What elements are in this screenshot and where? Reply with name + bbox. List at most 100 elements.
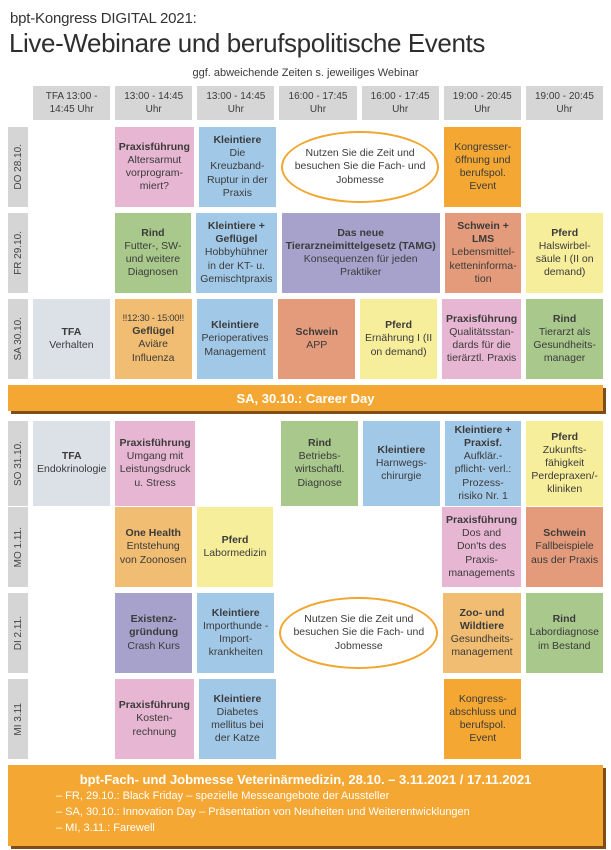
event-cell: Praxisführung Qualitätsstan- dards für d… — [442, 299, 522, 379]
column-header-1300b: 13:00 - 14:45 Uhr — [197, 86, 275, 120]
event-cell: Kleintiere Diabetes mellitus bei der Kat… — [198, 679, 276, 759]
column-header-tfa: TFA 13:00 - 14:45 Uhr — [33, 86, 111, 120]
event-category: TFA — [61, 450, 82, 463]
event-category: Praxisführung — [118, 140, 190, 153]
column-header-1900b: 19:00 - 20:45 Uhr — [525, 86, 603, 120]
event-topic: Kongress- abschluss und berufspol. Event — [449, 692, 517, 745]
event-cell: Praxisführung Kosten- rechnung — [114, 679, 194, 759]
event-cell: Das neue Tierarzneimittelgesetz (TAMG) K… — [281, 213, 440, 293]
event-topic: Lebensmittel- ketteninforma- tion — [449, 246, 517, 285]
day-label: MI 3.11 — [8, 679, 28, 759]
schedule-row-fr-2910: FR 29.10. Rind Futter-, SW- und weitere … — [8, 213, 603, 293]
event-topic: Labordiagnose im Bestand — [529, 626, 599, 652]
column-header-1300a: 13:00 - 14:45 Uhr — [115, 86, 193, 120]
event-cell: Rind Tierarzt als Gesundheits- manager — [526, 299, 603, 379]
event-cell: Pferd Labormedizin — [196, 507, 274, 587]
event-category: Kleintiere + Geflügel — [207, 220, 265, 246]
event-topic: Altersarmut vorprogram- miert? — [125, 153, 183, 193]
day-label-text: DO 28.10. — [12, 144, 24, 190]
event-topic: Ernährung I (II on demand) — [365, 332, 433, 358]
schedule-row-di-211: DI 2.11. Existenz- gründung Crash Kurs K… — [8, 593, 603, 673]
column-header-1900a: 19:00 - 20:45 Uhr — [443, 86, 521, 120]
event-cell: Rind Labordiagnose im Bestand — [525, 593, 603, 673]
event-topic: Zukunfts- fähigkeit Perdepraxen/- klinik… — [531, 443, 598, 496]
day-label: SA 30.10. — [8, 299, 28, 379]
event-category: Pferd — [551, 430, 579, 443]
event-category: Kleintiere — [213, 692, 262, 705]
event-topic: Aufklär.-pflicht- verl.: Prozess- risiko… — [454, 450, 512, 502]
footer-bullet: – FR, 29.10.: Black Friday – spezielle M… — [56, 790, 390, 802]
day-label-text: FR 29.10. — [12, 231, 24, 275]
footer-banner: bpt-Fach- und Jobmesse Veterinärmedizin,… — [8, 765, 603, 846]
jobmesse-oval: Nutzen Sie die Zeit und besuchen Sie die… — [279, 597, 439, 669]
event-category: Rind — [552, 312, 577, 325]
event-cell: Kongresser- öffnung und berufspol. Event — [444, 127, 522, 207]
event-cell: Zoo- und Wildtiere Gesundheits- manageme… — [443, 593, 521, 673]
event-topic: Halswirbel- säule I (II on demand) — [535, 239, 594, 279]
day-label-text: DI 2.11. — [12, 615, 24, 651]
event-topic: Futter-, SW- und weitere Diagnosen — [124, 239, 182, 279]
event-category: Rind — [307, 437, 332, 450]
event-cell: One Health Entstehung von Zoonosen — [114, 507, 192, 587]
event-cell: Pferd Zukunfts- fähigkeit Perdepraxen/- … — [526, 421, 603, 506]
page-subtitle: ggf. abweichende Zeiten s. jeweiliges We… — [192, 67, 419, 79]
event-cell: Praxisführung Dos and Don'ts des Praxis-… — [442, 507, 522, 587]
schedule-row-so-3110: SO 31.10. TFA Endokrinologie Praxisführu… — [8, 421, 603, 506]
page-title: Live-Webinare und berufspolitische Event… — [9, 28, 485, 58]
event-topic: Entstehung von Zoonosen — [119, 540, 187, 566]
page-title-kicker: bpt-Kongress DIGITAL 2021: — [10, 10, 197, 27]
event-topic: Endokrinologie — [37, 463, 107, 476]
event-topic: Aviäre Influenza — [131, 338, 175, 364]
event-cell: Praxisführung Altersarmut vorprogram- mi… — [114, 127, 194, 207]
footer-bullet: – SA, 30.10.: Innovation Day – Präsentat… — [56, 805, 470, 818]
event-cell: Kleintiere Importhunde - Import- krankhe… — [197, 593, 275, 673]
event-topic: Diabetes mellitus bei der Katze — [211, 705, 264, 745]
event-category: Praxisführung — [118, 699, 190, 712]
event-cell: !!12:30 - 15:00!! Geflügel Aviäre Influe… — [114, 299, 192, 379]
career-day-banner: SA, 30.10.: Career Day — [8, 385, 603, 411]
event-category: Schwein — [295, 325, 339, 338]
event-topic: Dos and Don'ts des Praxis- managements — [448, 527, 515, 579]
footer-bullet: – MI, 3.11.: Farewell — [56, 821, 155, 834]
event-category: Kleintiere — [211, 319, 259, 332]
event-category: Kleintiere — [211, 606, 260, 619]
header-spacer — [8, 86, 28, 120]
event-topic: Verhalten — [49, 339, 94, 351]
schedule-row-sa-3010: SA 30.10. TFA Verhalten !!12:30 - 15:00!… — [8, 299, 603, 379]
event-time-note: !!12:30 - 15:00!! — [122, 313, 184, 325]
event-category: Praxisführung — [119, 437, 191, 450]
event-topic: Harnwegs- chirurgie — [375, 456, 427, 482]
schedule-row-mi-311: MI 3.11 Praxisführung Kosten- rechnung K… — [8, 679, 603, 759]
event-cell: Kleintiere + Geflügel Hobbyhühner in der… — [196, 213, 277, 293]
event-category: Kleintiere + Praxisf. — [454, 424, 512, 450]
event-category: Praxisführung — [446, 514, 518, 527]
day-label-text: SO 31.10. — [12, 440, 24, 486]
day-label: DO 28.10. — [8, 127, 28, 207]
event-topic: Qualitätsstan- dards für die tierärztl. … — [446, 325, 517, 365]
event-cell: Pferd Ernährung I (II on demand) — [360, 299, 437, 379]
day-label: DI 2.11. — [8, 593, 28, 673]
day-label-text: SA 30.10. — [12, 317, 24, 361]
event-cell: Kleintiere Die Kreuzband- Ruptur in der … — [198, 127, 276, 207]
event-category: Rind — [141, 226, 165, 239]
event-category: Geflügel — [132, 325, 175, 338]
event-category: Existenz- gründung — [129, 613, 179, 639]
event-topic: Hobbyhühner in der KT- u. Gemischtpraxis — [200, 246, 273, 285]
event-category: Pferd — [385, 319, 413, 332]
schedule-row-do-2810: DO 28.10. Praxisführung Altersarmut vorp… — [8, 127, 603, 207]
schedule-row-mo-111: MO 1.11. One Health Entstehung von Zoono… — [8, 507, 603, 587]
event-cell: Kongress- abschluss und berufspol. Event — [444, 679, 522, 759]
event-category: One Health — [125, 527, 181, 540]
event-topic: Fallbeispiele aus der Praxis — [531, 540, 599, 566]
event-category: Pferd — [221, 533, 249, 546]
day-label-text: MO 1.11. — [12, 526, 24, 568]
column-header-1600b: 16:00 - 17:45 Uhr — [361, 86, 439, 120]
event-category: TFA — [61, 325, 82, 338]
event-topic: Perioperatives Management — [201, 332, 269, 358]
event-category: Rind — [552, 613, 576, 626]
day-label: SO 31.10. — [8, 421, 28, 506]
event-topic: Umgang mit Leistungsdruck u. Stress — [119, 450, 191, 489]
day-label: FR 29.10. — [8, 213, 28, 293]
jobmesse-oval-wrap: Nutzen Sie die Zeit und besuchen Sie die… — [279, 593, 439, 673]
